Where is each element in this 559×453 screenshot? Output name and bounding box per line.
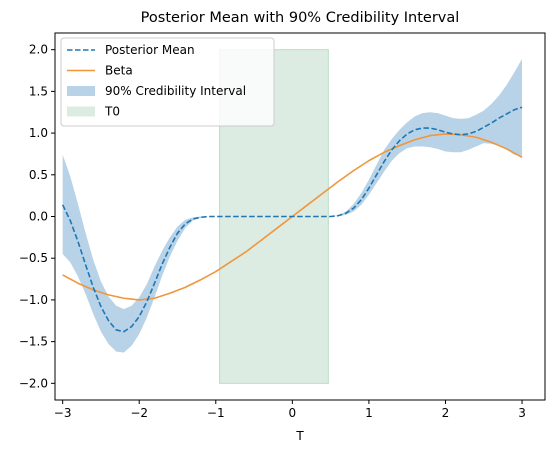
x-tick-label: 1 — [365, 406, 373, 420]
y-tick-label: 0.0 — [29, 210, 48, 224]
legend-label: Posterior Mean — [105, 43, 195, 57]
legend-label: T0 — [104, 105, 120, 119]
y-tick-label: 1.0 — [29, 126, 48, 140]
x-tick-label: −1 — [207, 406, 225, 420]
x-tick-label: 0 — [289, 406, 297, 420]
x-tick-label: −3 — [54, 406, 72, 420]
y-tick-label: 0.5 — [29, 168, 48, 182]
legend: Posterior Mean Beta 90% Credibility Interv… — [60, 37, 275, 127]
x-axis-label: T — [295, 429, 304, 443]
y-tick-label: 2.0 — [29, 43, 48, 57]
y-tick-label: 1.5 — [29, 84, 48, 98]
legend-box — [60, 37, 275, 127]
legend-label: Beta — [105, 64, 133, 78]
credibility-interval-band — [62, 58, 523, 353]
legend-label: 90% Credibility Interval — [105, 84, 246, 98]
y-tick-label: −1.5 — [19, 335, 48, 349]
chart-title: Posterior Mean with 90% Credibility Inte… — [141, 10, 460, 26]
y-axis: −2.0 −1.5 −1.0 −0.5 0.0 0.5 1.0 1.5 2.0 — [19, 43, 55, 390]
posterior-mean-line — [61, 106, 523, 333]
legend-swatch — [67, 106, 95, 117]
x-tick-label: −2 — [130, 406, 148, 420]
y-tick-label: −0.5 — [19, 251, 48, 265]
y-tick-label: −1.0 — [19, 293, 48, 307]
x-axis: −3 −2 −1 0 1 2 3 — [54, 400, 526, 420]
y-tick-label: −2.0 — [19, 376, 48, 390]
x-tick-label: 2 — [442, 406, 450, 420]
x-tick-label: 3 — [518, 406, 526, 420]
legend-swatch — [67, 86, 95, 96]
